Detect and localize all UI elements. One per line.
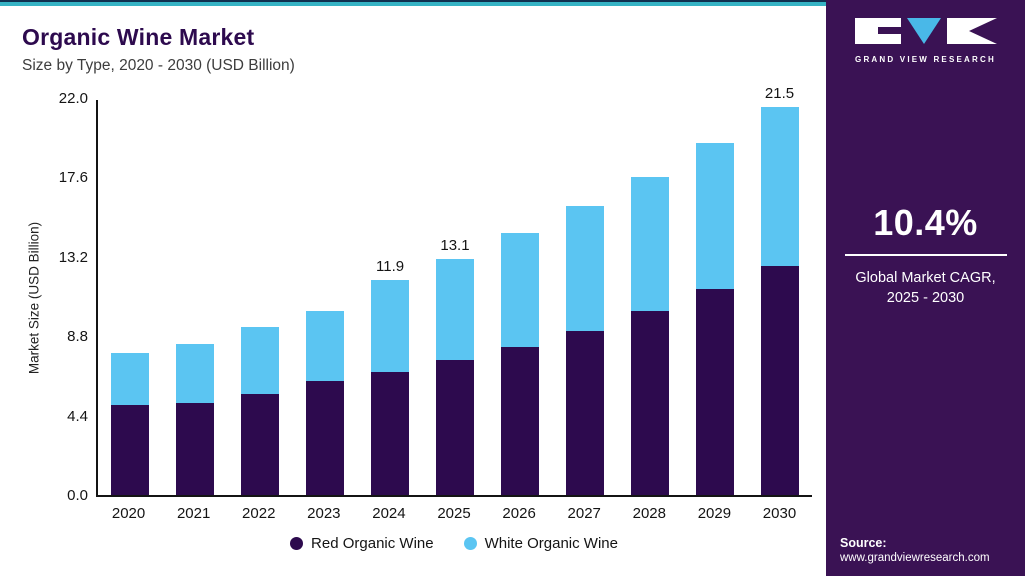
segment-red-organic-wine-2023 bbox=[306, 381, 345, 495]
cagr-value: 10.4% bbox=[873, 202, 978, 243]
segment-red-organic-wine-2030 bbox=[760, 265, 799, 495]
legend-item-red-organic-wine: Red Organic Wine bbox=[290, 535, 434, 552]
bar-value-label-2024: 11.9 bbox=[376, 258, 405, 276]
bar-column-2023 bbox=[293, 100, 358, 495]
bar-stack-2024 bbox=[371, 280, 410, 495]
bar-value-label-2030: 21.5 bbox=[764, 85, 795, 103]
bar-column-2024: 11.9 bbox=[358, 100, 423, 495]
top-accent-line bbox=[0, 2, 826, 6]
bar-stack-2028 bbox=[630, 177, 669, 495]
segment-red-organic-wine-2024 bbox=[371, 372, 410, 495]
x-tick-2024: 2024 bbox=[372, 505, 406, 522]
segment-white-organic-wine-2029 bbox=[695, 143, 734, 290]
bar-column-2022 bbox=[228, 100, 293, 495]
x-tick-2020: 2020 bbox=[111, 505, 146, 522]
segment-white-organic-wine-2025 bbox=[435, 258, 474, 360]
legend-label-white-organic-wine: White Organic Wine bbox=[484, 535, 618, 552]
segment-white-organic-wine-2020 bbox=[111, 352, 150, 405]
y-tick-4.4: 4.4 bbox=[67, 407, 88, 425]
source-block: Source: www.grandviewresearch.com bbox=[826, 536, 1000, 576]
bar-column-2026 bbox=[487, 100, 552, 495]
y-tick-0.0: 0.0 bbox=[67, 487, 88, 504]
segment-red-organic-wine-2026 bbox=[500, 347, 539, 495]
bar-stack-2025 bbox=[435, 258, 474, 495]
segment-red-organic-wine-2025 bbox=[435, 359, 474, 495]
page-subtitle: Size by Type, 2020 - 2030 (USD Billion) bbox=[22, 57, 295, 74]
bar-stack-2020 bbox=[111, 352, 150, 495]
cagr-caption-line2: 2025 - 2030 bbox=[886, 290, 965, 307]
legend-item-white-organic-wine: White Organic Wine bbox=[463, 535, 618, 552]
legend-dot-white-organic-wine bbox=[463, 537, 477, 550]
x-tick-2028: 2028 bbox=[632, 505, 666, 522]
source-label: Source: bbox=[840, 536, 887, 550]
bar-column-2020 bbox=[98, 100, 163, 495]
bar-stack-2030 bbox=[760, 107, 799, 495]
source-url: www.grandviewresearch.com bbox=[840, 552, 990, 564]
y-tick-22.0: 22.0 bbox=[58, 90, 88, 107]
bar-stack-2023 bbox=[306, 310, 345, 495]
legend-label-red-organic-wine: Red Organic Wine bbox=[311, 535, 434, 552]
segment-red-organic-wine-2028 bbox=[630, 310, 669, 495]
segment-white-organic-wine-2021 bbox=[176, 343, 215, 403]
y-axis-ticks: 0.0 4.4 8.8 13.2 17.6 22.0 bbox=[59, 90, 812, 504]
segment-red-organic-wine-2027 bbox=[565, 330, 604, 495]
brand-name: GRAND VIEW RESEARCH bbox=[855, 55, 996, 64]
bar-value-label-2025: 13.1 bbox=[440, 236, 470, 254]
brand-logo: GRAND VIEW RESEARCH bbox=[851, 16, 1001, 64]
bar-stack-2027 bbox=[565, 206, 604, 495]
bar-column-2025: 13.1 bbox=[423, 100, 488, 495]
segment-red-organic-wine-2021 bbox=[176, 403, 215, 495]
segment-white-organic-wine-2030 bbox=[760, 107, 799, 266]
bar-stack-2029 bbox=[695, 143, 734, 495]
x-axis-labels: 2020 2021 2022 2023 2024 2025 2026 2027 2028 2029… bbox=[96, 505, 812, 522]
bar-column-2029 bbox=[682, 100, 747, 495]
segment-red-organic-wine-2029 bbox=[695, 289, 734, 495]
chart-panel: Organic Wine Market Size by Type, 2020 -… bbox=[0, 0, 826, 552]
y-tick-8.8: 8.8 bbox=[67, 328, 88, 346]
segment-red-organic-wine-2020 bbox=[111, 404, 150, 495]
segment-white-organic-wine-2026 bbox=[500, 233, 539, 347]
segment-white-organic-wine-2027 bbox=[565, 206, 604, 331]
x-tick-2026: 2026 bbox=[502, 505, 536, 522]
segment-white-organic-wine-2024 bbox=[371, 280, 410, 373]
bar-stack-2022 bbox=[241, 327, 280, 495]
x-tick-2029: 2029 bbox=[697, 505, 732, 522]
segment-white-organic-wine-2022 bbox=[241, 327, 280, 394]
y-axis-label: Market Size (USD Billion) bbox=[26, 221, 42, 375]
x-tick-2027: 2027 bbox=[567, 505, 601, 522]
bar-column-2021 bbox=[163, 100, 228, 495]
segment-white-organic-wine-2028 bbox=[630, 177, 669, 311]
x-tick-2022: 2022 bbox=[242, 505, 276, 522]
cagr-block: 10.4% Global Market CAGR, 2025 - 2030 bbox=[844, 202, 1007, 309]
page-title: Organic Wine Market bbox=[22, 24, 255, 50]
cagr-caption: Global Market CAGR, 2025 - 2030 bbox=[845, 268, 1007, 309]
plot-area: 0.0 4.4 8.8 13.2 17.6 22.0 11.9 13.1 21.5 bbox=[59, 85, 812, 504]
legend-dot-red-organic-wine bbox=[290, 537, 304, 550]
x-tick-2021: 2021 bbox=[176, 505, 211, 522]
sidebar: GRAND VIEW RESEARCH 10.4% Global Market … bbox=[826, 0, 1025, 576]
x-tick-2025: 2025 bbox=[437, 505, 471, 522]
bar-column-2027 bbox=[552, 100, 617, 495]
legend: Red Organic Wine White Organic Wine bbox=[96, 535, 812, 552]
y-tick-17.6: 17.6 bbox=[58, 169, 88, 187]
bar-column-2030: 21.5 bbox=[747, 85, 812, 495]
gvr-logo-icon bbox=[854, 18, 997, 44]
bar-stack-2026 bbox=[500, 233, 539, 495]
bar-stack-2021 bbox=[176, 343, 215, 495]
segment-white-organic-wine-2023 bbox=[306, 310, 345, 382]
bar-column-2028 bbox=[617, 100, 682, 495]
y-tick-13.2: 13.2 bbox=[58, 248, 88, 266]
bars-container: 11.9 13.1 21.5 bbox=[98, 85, 812, 495]
segment-red-organic-wine-2022 bbox=[241, 393, 280, 495]
cagr-caption-line1: Global Market CAGR, bbox=[855, 270, 996, 286]
top-dark-line bbox=[0, 0, 826, 2]
x-tick-2030: 2030 bbox=[762, 505, 797, 522]
x-tick-2023: 2023 bbox=[307, 505, 341, 522]
cagr-divider bbox=[844, 254, 1007, 256]
